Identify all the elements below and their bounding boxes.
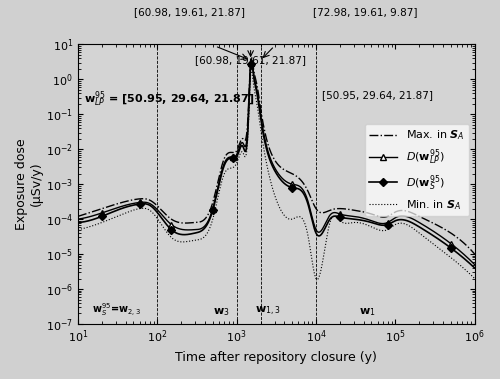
Text: [50.95, 29.64, 21.87]: [50.95, 29.64, 21.87] [322,90,434,100]
Text: $\mathbf{w}_1$: $\mathbf{w}_1$ [359,306,376,318]
Y-axis label: Exposure dose
(μSv/y): Exposure dose (μSv/y) [15,138,43,230]
Text: [72.98, 19.61, 9.87]: [72.98, 19.61, 9.87] [313,7,417,17]
Legend: Max. in $\boldsymbol{S}_A$, $D(\mathbf{w}_{LP}^{95})$, $D(\mathbf{w}_S^{95})$, M: Max. in $\boldsymbol{S}_A$, $D(\mathbf{w… [365,124,469,216]
Text: $\mathbf{w}_{1,3}$: $\mathbf{w}_{1,3}$ [255,305,280,318]
Text: $\mathbf{w}_3$: $\mathbf{w}_3$ [213,306,230,318]
Text: [60.98, 19.61, 21.87]: [60.98, 19.61, 21.87] [195,55,306,64]
Text: $\mathbf{w}_{LP}^{95}$ = [50.95, 29.64, 21.87]: $\mathbf{w}_{LP}^{95}$ = [50.95, 29.64, … [84,90,254,110]
Text: [60.98, 19.61, 21.87]: [60.98, 19.61, 21.87] [134,7,246,17]
X-axis label: Time after repository closure (y): Time after repository closure (y) [176,351,378,364]
Text: $\mathbf{w}_S^{95}$=$\mathbf{w}_{2,3}$: $\mathbf{w}_S^{95}$=$\mathbf{w}_{2,3}$ [92,301,141,318]
